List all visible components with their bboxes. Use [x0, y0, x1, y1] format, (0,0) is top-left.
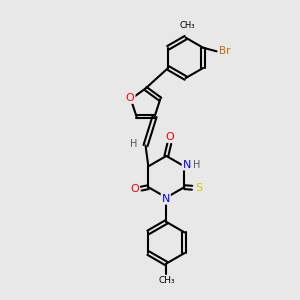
- Text: CH₃: CH₃: [158, 276, 175, 285]
- Text: O: O: [166, 132, 174, 142]
- Text: N: N: [183, 160, 191, 170]
- Text: H: H: [130, 139, 137, 149]
- Text: Br: Br: [219, 46, 230, 56]
- Text: O: O: [126, 93, 135, 103]
- Text: CH₃: CH₃: [179, 21, 195, 30]
- Text: S: S: [195, 183, 202, 193]
- Text: H: H: [193, 160, 200, 170]
- Text: O: O: [130, 184, 139, 194]
- Text: N: N: [162, 194, 170, 204]
